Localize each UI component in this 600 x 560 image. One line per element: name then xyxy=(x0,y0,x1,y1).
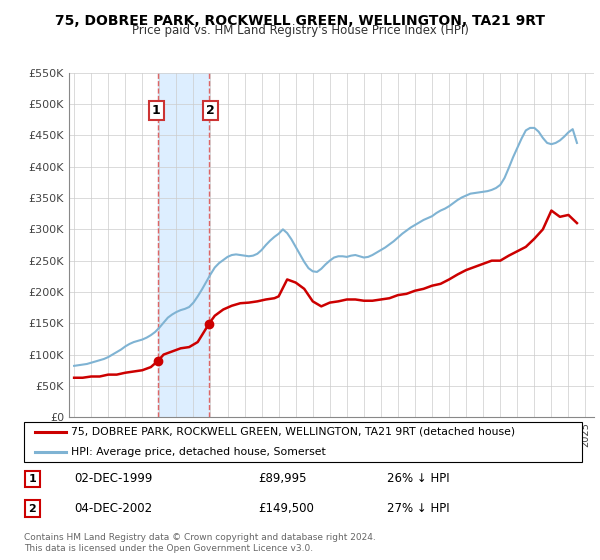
Text: 26% ↓ HPI: 26% ↓ HPI xyxy=(387,473,449,486)
Text: HPI: Average price, detached house, Somerset: HPI: Average price, detached house, Some… xyxy=(71,447,326,457)
Text: 27% ↓ HPI: 27% ↓ HPI xyxy=(387,502,449,515)
Text: 75, DOBREE PARK, ROCKWELL GREEN, WELLINGTON, TA21 9RT (detached house): 75, DOBREE PARK, ROCKWELL GREEN, WELLING… xyxy=(71,427,515,437)
Text: Contains HM Land Registry data © Crown copyright and database right 2024.
This d: Contains HM Land Registry data © Crown c… xyxy=(24,533,376,553)
Text: 2: 2 xyxy=(28,503,36,514)
Bar xyxy=(158,73,209,417)
Text: 02-DEC-1999: 02-DEC-1999 xyxy=(74,473,152,486)
Text: 04-DEC-2002: 04-DEC-2002 xyxy=(74,502,152,515)
Text: £149,500: £149,500 xyxy=(259,502,314,515)
Text: 75, DOBREE PARK, ROCKWELL GREEN, WELLINGTON, TA21 9RT: 75, DOBREE PARK, ROCKWELL GREEN, WELLING… xyxy=(55,14,545,28)
Text: Price paid vs. HM Land Registry's House Price Index (HPI): Price paid vs. HM Land Registry's House … xyxy=(131,24,469,37)
Text: 1: 1 xyxy=(152,104,161,117)
Text: £89,995: £89,995 xyxy=(259,473,307,486)
Text: 1: 1 xyxy=(28,474,36,484)
Text: 2: 2 xyxy=(206,104,215,117)
FancyBboxPatch shape xyxy=(24,422,582,462)
